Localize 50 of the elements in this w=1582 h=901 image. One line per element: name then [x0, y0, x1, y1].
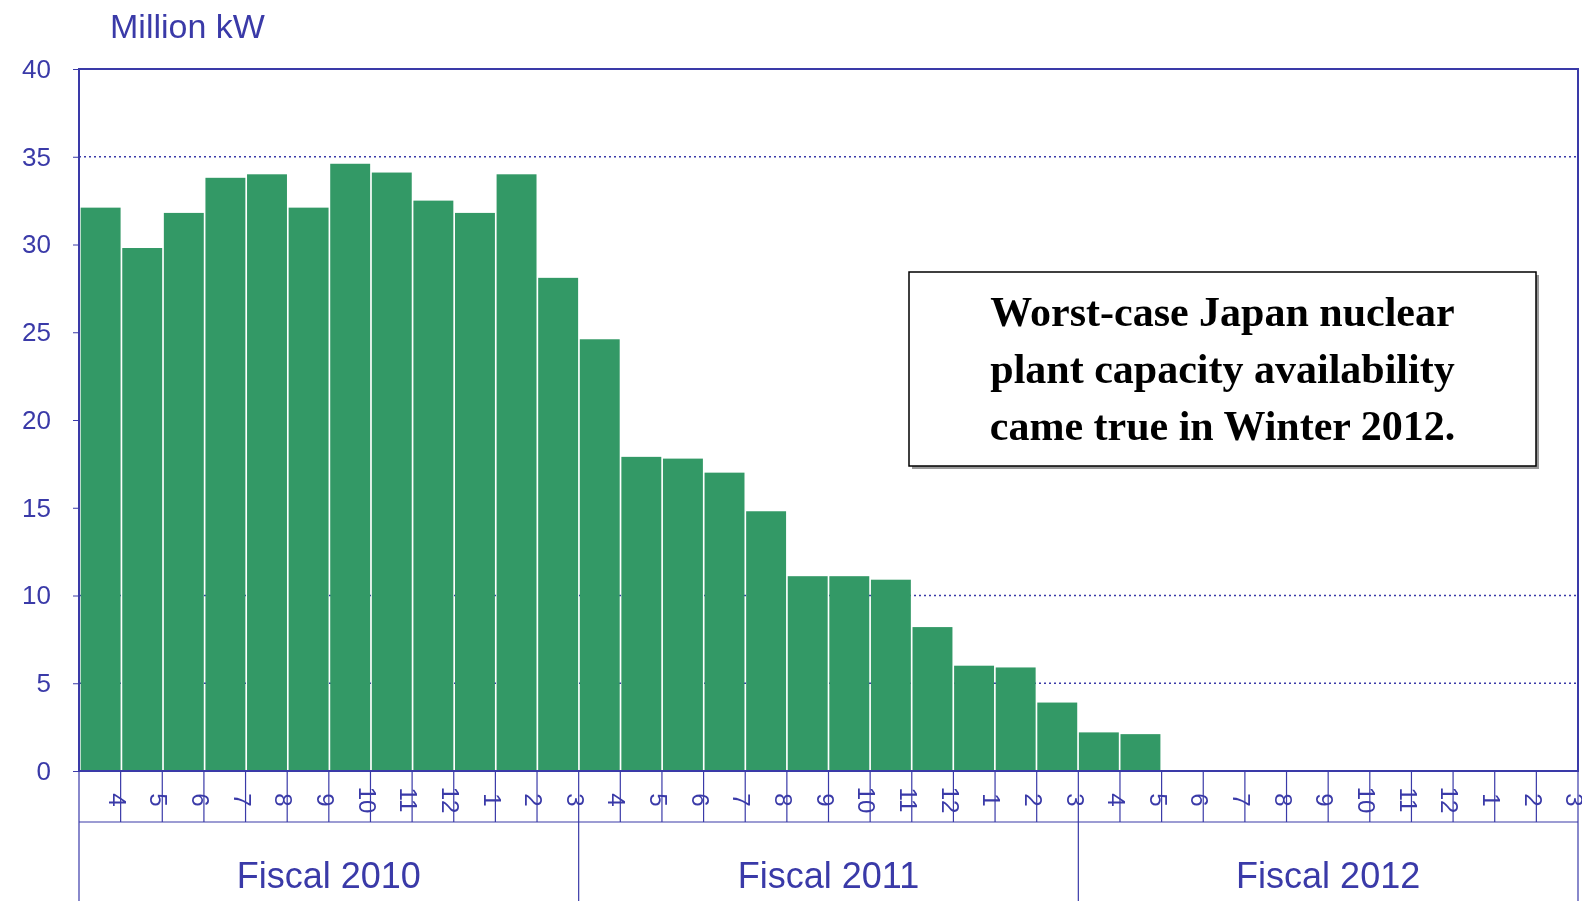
x-tick-label: 3 — [561, 793, 589, 807]
y-tick-label: 20 — [22, 404, 51, 435]
x-tick-label: 7 — [728, 793, 756, 807]
x-tick-label: 12 — [936, 786, 964, 814]
x-tick-label: 11 — [894, 787, 922, 813]
x-tick-label: 10 — [853, 786, 881, 814]
text: Fiscal 2011 — [737, 855, 920, 896]
x-tick-label: 1 — [478, 793, 506, 807]
x-tick-label: 8 — [270, 793, 298, 807]
x-tick-label: 2 — [1019, 793, 1047, 807]
x-tick-label: 8 — [770, 793, 798, 807]
x-tick-label: 4 — [103, 793, 131, 807]
x-tick-label: 6 — [187, 793, 215, 807]
x-tick-label: 5 — [645, 793, 673, 807]
x-tick-label: 12 — [1436, 786, 1464, 814]
x-tick-label: 7 — [1228, 793, 1256, 807]
x-tick-label: 6 — [686, 793, 714, 807]
x-tick-label: 1 — [1477, 793, 1505, 807]
x-tick-label: 2 — [1519, 793, 1547, 807]
x-tick-label: 8 — [1269, 793, 1297, 807]
y-tick-label: 25 — [22, 317, 51, 348]
x-tick-label: 9 — [1311, 793, 1339, 807]
x-tick-label: 3 — [1061, 793, 1089, 807]
x-tick-label: 10 — [1352, 786, 1380, 814]
x-tick-label: 4 — [1103, 793, 1131, 807]
x-tick-label: 9 — [312, 793, 340, 807]
y-tick-label: 5 — [36, 668, 51, 699]
x-tick-label: 5 — [145, 793, 173, 807]
x-tick-label: 11 — [1394, 787, 1422, 813]
x-tick-label: 5 — [1144, 793, 1172, 807]
x-tick-label: 4 — [603, 793, 631, 807]
y-tick-label: 35 — [22, 141, 51, 172]
x-tick-label: 12 — [436, 786, 464, 814]
x-tick-label: 2 — [520, 793, 548, 807]
annotation: Worst-case Japan nuclear plant capacity availability came true in Winter 2012. — [989, 289, 1456, 449]
y-tick-label: 40 — [22, 53, 51, 84]
y-tick-label: 0 — [36, 755, 51, 786]
y-tick-label: 15 — [22, 492, 51, 523]
y-tick-label: 30 — [22, 229, 51, 260]
text: Fiscal 2010 — [236, 855, 421, 896]
x-tick-label: 7 — [228, 793, 256, 807]
x-tick-label: 3 — [1561, 793, 1582, 807]
x-tick-label: 11 — [395, 787, 423, 813]
x-tick-label: 9 — [811, 793, 839, 807]
x-tick-label: 6 — [1186, 793, 1214, 807]
x-tick-label: 10 — [353, 786, 381, 814]
y-axis-title: Million kW — [110, 7, 265, 45]
text: Fiscal 2012 — [1236, 855, 1421, 896]
y-tick-label: 10 — [22, 580, 51, 611]
x-tick-label: 1 — [978, 793, 1006, 807]
